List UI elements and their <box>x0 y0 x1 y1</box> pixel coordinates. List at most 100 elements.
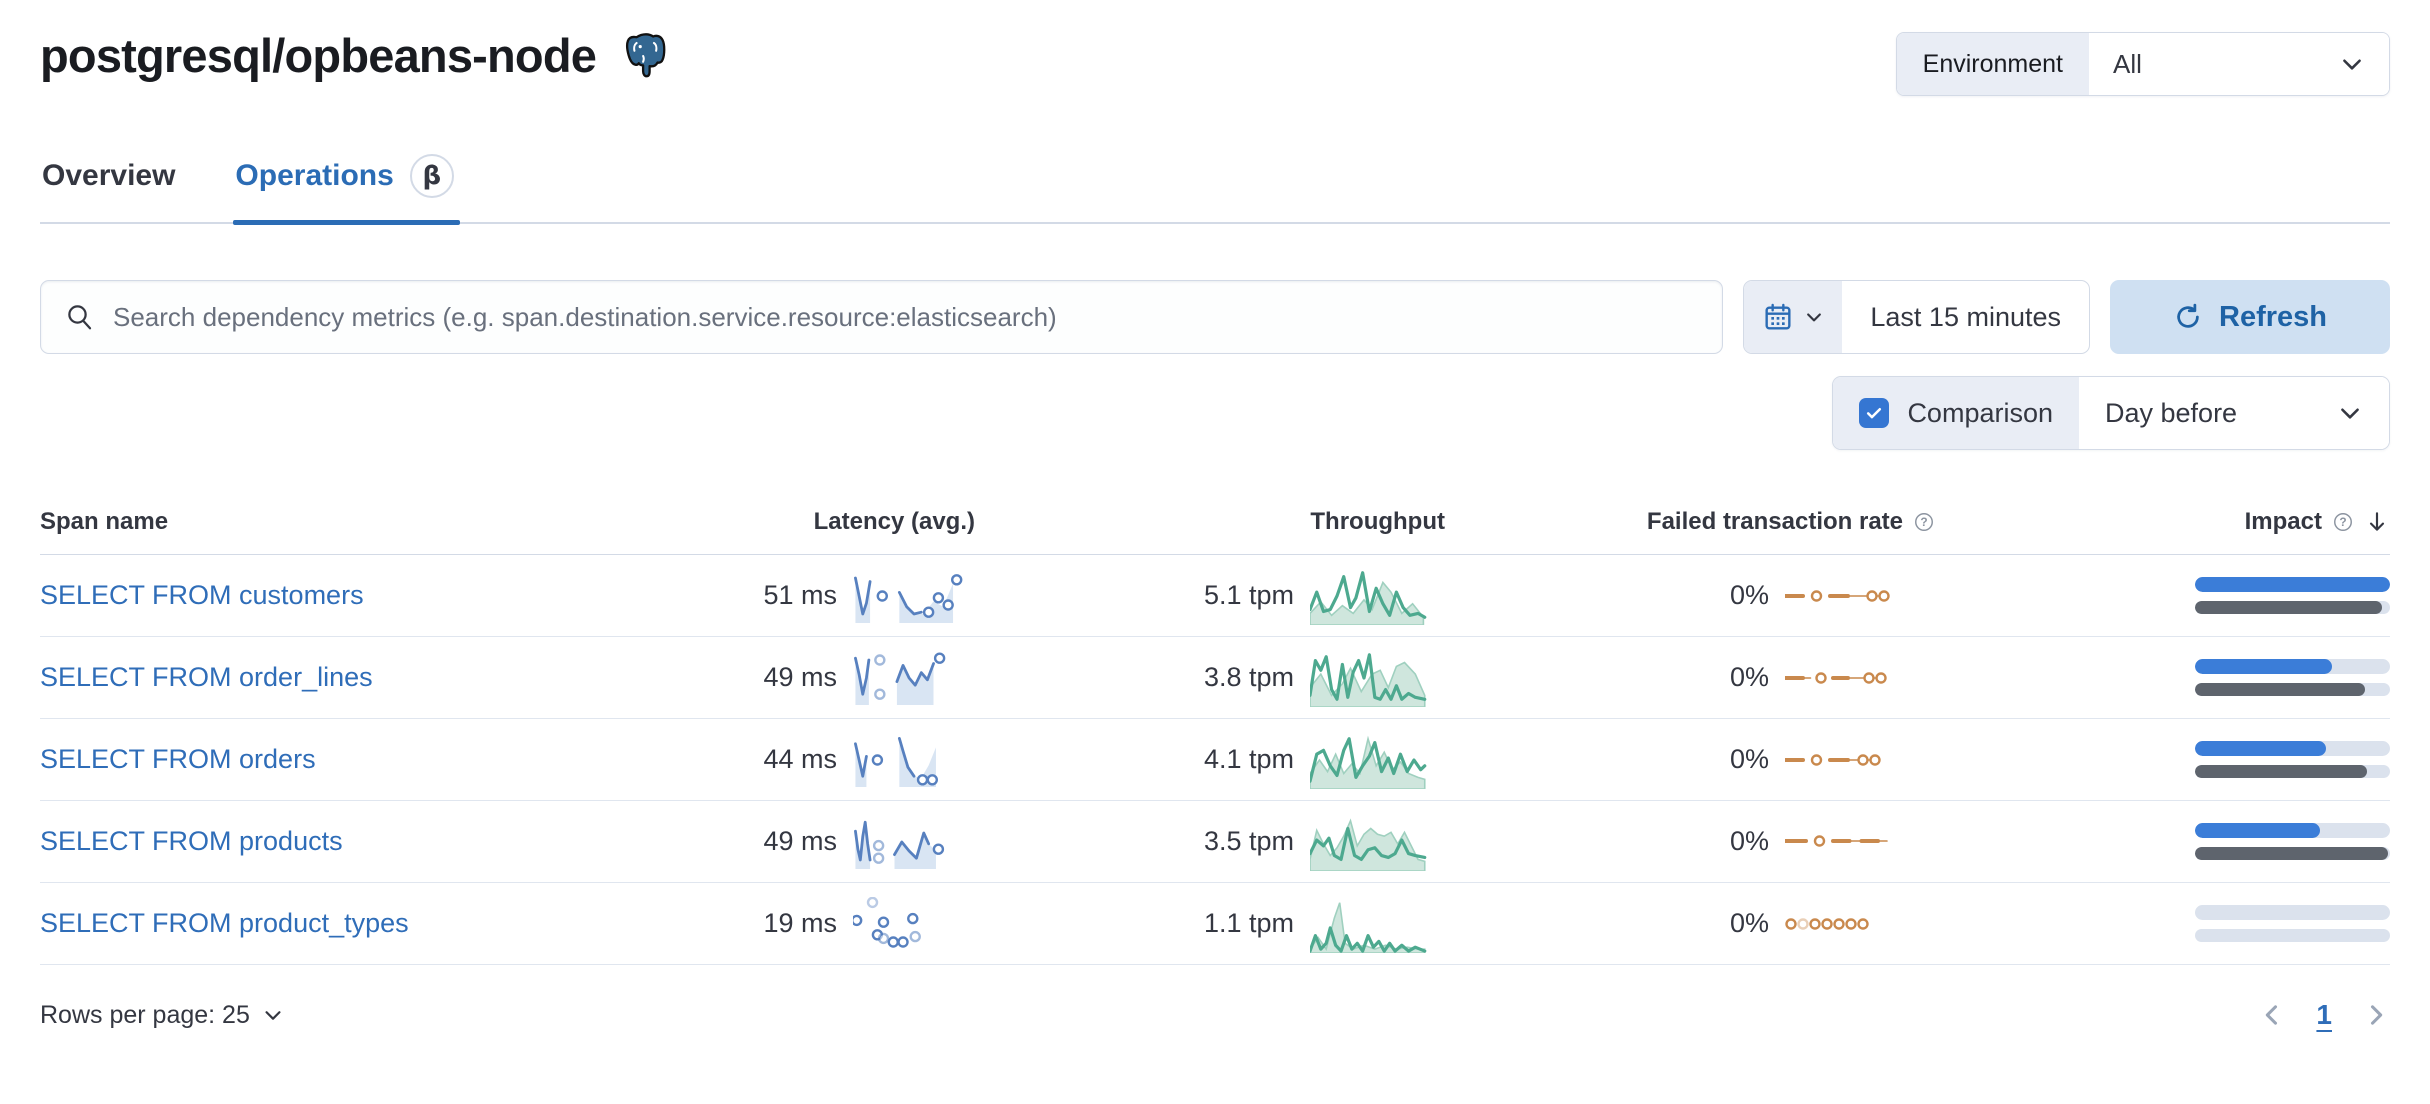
failed-rate-value: 0% <box>1729 744 1769 774</box>
chevron-down-icon <box>1807 313 1822 322</box>
comparison-select[interactable]: Day before <box>2079 377 2389 449</box>
title-wrap: postgresql/opbeans-node <box>40 28 672 83</box>
next-page-button[interactable] <box>2362 1001 2390 1029</box>
page-title: postgresql/opbeans-node <box>40 29 597 82</box>
failed-rate-value: 0% <box>1729 826 1769 856</box>
dependency-operations-page: postgresql/opbeans-node Environment All … <box>40 28 2390 1061</box>
latency-sparkline <box>853 733 975 787</box>
throughput-value: 4.1 tpm <box>1203 744 1294 774</box>
span-link[interactable]: SELECT FROM product_types <box>40 908 409 938</box>
environment-filter[interactable]: Environment All <box>1895 32 2390 96</box>
span-metrics-table: Span name Latency (avg.) Throughput Fail… <box>40 508 2390 1061</box>
svg-text:?: ? <box>1920 515 1927 529</box>
comparison-checkbox[interactable] <box>1859 398 1890 428</box>
controls-row: Last 15 minutes Refresh <box>40 280 2390 354</box>
tab-overview[interactable]: Overview <box>42 154 175 222</box>
chevron-down-icon <box>265 1011 281 1020</box>
throughput-sparkline <box>1308 895 1445 954</box>
latency-sparkline <box>853 569 975 623</box>
calendar-icon <box>1765 303 1791 330</box>
failed-rate-value: 0% <box>1729 580 1769 610</box>
sort-desc-icon <box>2369 512 2385 531</box>
comparison-label: Comparison <box>1907 397 2053 428</box>
column-header-label: Span name <box>40 508 169 535</box>
comparison-toggle[interactable]: Comparison <box>1833 377 2079 449</box>
column-header-label: Failed transaction rate <box>1646 508 1903 535</box>
refresh-button[interactable]: Refresh <box>2110 280 2390 354</box>
impact-bar-previous <box>2195 765 2367 778</box>
latency-sparkline <box>850 896 975 951</box>
help-icon: ? <box>2334 513 2352 531</box>
rows-per-page-label: Rows per page: 25 <box>40 1000 250 1029</box>
table-row: SELECT FROM order_lines 49 ms 3.8 tpm 0% <box>40 637 2390 719</box>
impact-bar-previous <box>2195 601 2383 614</box>
impact-bars <box>2195 741 2390 778</box>
prev-page-button[interactable] <box>2258 1001 2286 1029</box>
column-header-latency[interactable]: Latency (avg.) <box>415 508 975 536</box>
impact-bars <box>2195 823 2390 860</box>
table-row: SELECT FROM products 49 ms 3.5 tpm 0% <box>40 801 2390 883</box>
latency-value: 19 ms <box>763 908 837 938</box>
column-header-impact[interactable]: Impact ? <box>1935 508 2390 536</box>
help-icon: ? <box>1915 513 1933 531</box>
throughput-sparkline <box>1308 813 1445 872</box>
chevron-down-icon <box>2341 408 2359 419</box>
tab-operations[interactable]: Operations β <box>233 154 461 225</box>
throughput-value: 5.1 tpm <box>1203 580 1294 610</box>
column-header-label: Impact <box>2244 508 2322 535</box>
throughput-sparkline <box>1308 649 1445 708</box>
chevron-down-icon <box>2343 59 2361 70</box>
latency-sparkline <box>853 651 975 705</box>
span-link[interactable]: SELECT FROM customers <box>40 580 364 610</box>
column-header-failed-rate[interactable]: Failed transaction rate ? <box>1445 508 1935 536</box>
environment-filter-label: Environment <box>1896 33 2089 95</box>
search-icon <box>68 305 92 330</box>
impact-bar-previous <box>2195 683 2365 696</box>
comparison-row: Comparison Day before <box>40 376 2390 450</box>
column-header-throughput[interactable]: Throughput <box>975 508 1445 536</box>
time-range-button[interactable]: Last 15 minutes <box>1842 281 2089 353</box>
column-header-label: Throughput <box>1310 508 1445 535</box>
impact-bar-current <box>2195 577 2390 592</box>
latency-value: 51 ms <box>763 580 837 610</box>
page-number[interactable]: 1 <box>2316 999 2332 1030</box>
failed-rate-sparkline <box>1783 663 1935 693</box>
tab-bar: Overview Operations β <box>40 154 2390 225</box>
table-row: SELECT FROM product_types 19 ms 1.1 tpm … <box>40 883 2390 965</box>
postgresql-logo-icon <box>626 32 666 77</box>
impact-bar-previous <box>2195 847 2389 860</box>
failed-rate-sparkline <box>1785 909 1935 939</box>
refresh-label: Refresh <box>2219 300 2327 333</box>
search-input[interactable] <box>113 301 1699 333</box>
table-row: SELECT FROM orders 44 ms 4.1 tpm 0% <box>40 719 2390 801</box>
impact-bars <box>2195 659 2390 696</box>
date-picker-quick-menu[interactable] <box>1744 281 1843 353</box>
search-box[interactable] <box>40 280 1724 354</box>
span-link[interactable]: SELECT FROM orders <box>40 744 316 774</box>
comparison-selected-value: Day before <box>2105 397 2238 428</box>
throughput-value: 3.8 tpm <box>1203 662 1294 692</box>
impact-bars <box>2195 577 2390 614</box>
pagination: 1 <box>2258 999 2390 1031</box>
impact-bar-current <box>2195 741 2326 756</box>
tab-operations-label: Operations <box>235 159 394 192</box>
column-header-span-name[interactable]: Span name <box>40 508 415 536</box>
table-row: SELECT FROM customers 51 ms 5.1 tpm 0% <box>40 555 2390 637</box>
throughput-value: 1.1 tpm <box>1203 908 1294 938</box>
failed-rate-value: 0% <box>1729 662 1769 692</box>
environment-select[interactable]: All <box>2089 33 2389 95</box>
failed-rate-value: 0% <box>1729 908 1769 938</box>
table-footer: Rows per page: 25 1 <box>40 999 2390 1061</box>
beta-badge: β <box>409 154 454 198</box>
impact-bar-current <box>2195 659 2332 674</box>
span-link[interactable]: SELECT FROM products <box>40 826 343 856</box>
failed-rate-sparkline <box>1783 581 1935 611</box>
span-link[interactable]: SELECT FROM order_lines <box>40 662 373 692</box>
throughput-value: 3.5 tpm <box>1203 826 1294 856</box>
environment-selected-value: All <box>2113 48 2142 79</box>
tab-overview-label: Overview <box>42 159 176 192</box>
impact-bars <box>2195 905 2390 942</box>
rows-per-page-button[interactable]: Rows per page: 25 <box>40 1001 284 1030</box>
throughput-sparkline <box>1308 731 1445 790</box>
latency-value: 49 ms <box>763 826 837 856</box>
